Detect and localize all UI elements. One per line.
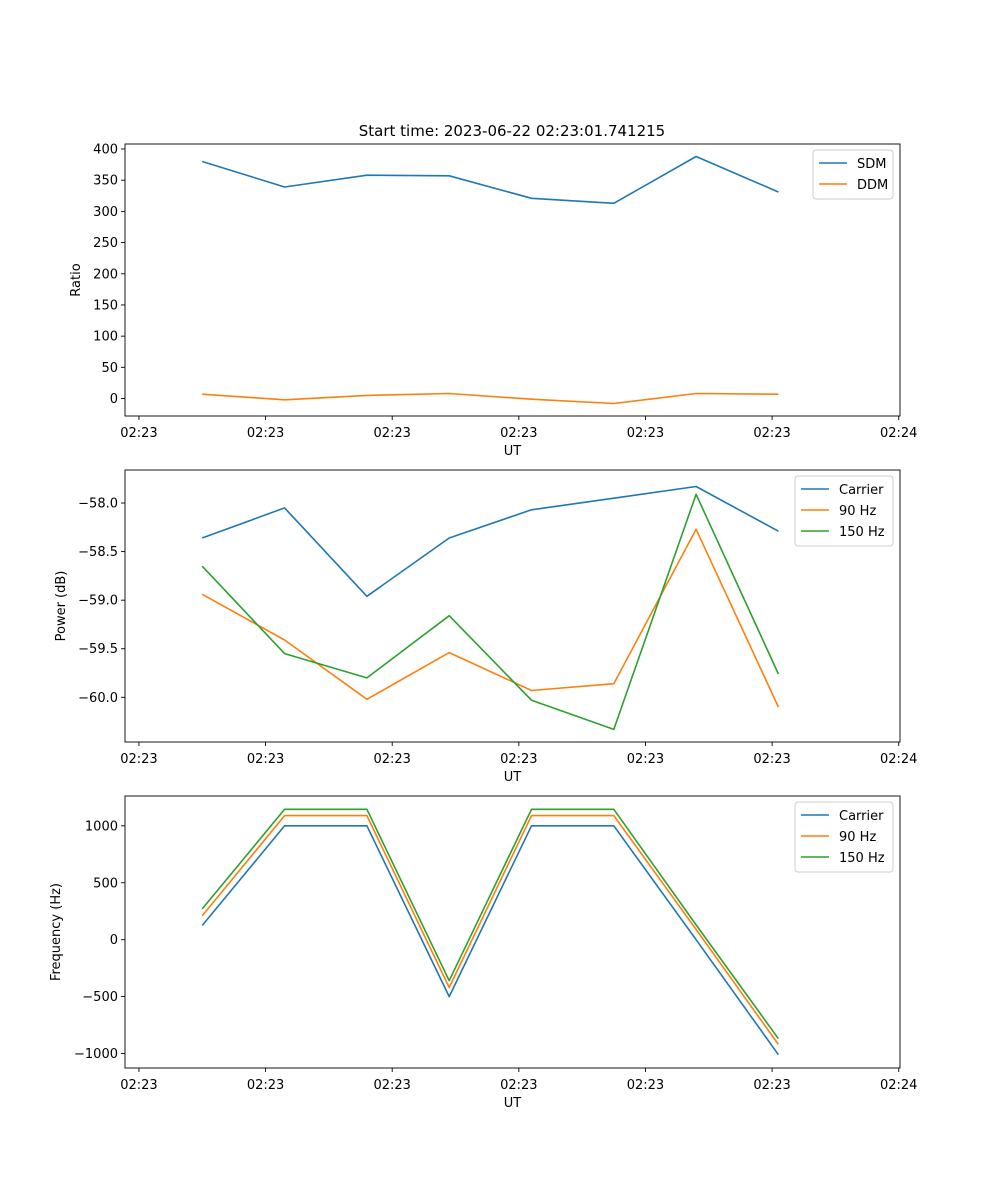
figure-title: Start time: 2023-06-22 02:23:01.741215 xyxy=(359,122,665,140)
x-tick-label: 02:23 xyxy=(627,1078,664,1093)
legend-box xyxy=(794,801,894,873)
subplots: 02:23 02:23 02:23 02:23 02:23 02:23 02:24 0 50 10… xyxy=(49,142,917,1111)
y-tick-label: −500 xyxy=(82,990,118,1005)
x-tick-label: 02:23 xyxy=(120,1078,157,1093)
x-tick-label: 02:23 xyxy=(500,752,537,767)
y-tick-label: 200 xyxy=(93,267,118,282)
y-tick-label: 50 xyxy=(101,361,118,376)
x-tick-label: 02:23 xyxy=(120,752,157,767)
x-tick-label: 02:23 xyxy=(120,426,157,441)
axes-frame xyxy=(124,469,901,743)
legend: Carrier 90 Hz 150 Hz xyxy=(794,475,894,547)
x-tick-label: 02:23 xyxy=(500,426,537,441)
y-axis-label: Frequency (Hz) xyxy=(49,883,64,981)
legend-label: 90 Hz xyxy=(839,830,876,845)
axes-frame xyxy=(124,143,901,417)
subplot-1: 02:23 02:23 02:23 02:23 02:23 02:23 02:24 0 50 10… xyxy=(69,142,917,459)
subplot-2: 02:23 02:23 02:23 02:23 02:23 02:23 02:24 −60.0… xyxy=(54,469,917,785)
x-tick-label: 02:23 xyxy=(753,1078,790,1093)
y-tick-label: 350 xyxy=(93,174,118,189)
y-axis-label: Power (dB) xyxy=(54,571,69,642)
legend-label: Carrier xyxy=(839,483,884,498)
legend-label: 150 Hz xyxy=(839,851,885,866)
legend-label: 150 Hz xyxy=(839,525,885,540)
x-tick-label: 02:23 xyxy=(753,752,790,767)
series-line-2 xyxy=(202,392,779,405)
x-axis-label: UT xyxy=(504,770,522,785)
series-line-1 xyxy=(201,155,779,205)
y-tick-label: −59.5 xyxy=(78,642,118,657)
y-tick-label: −58.0 xyxy=(78,497,118,512)
x-tick-label: 02:23 xyxy=(373,1078,410,1093)
x-axis-label: UT xyxy=(504,1096,522,1111)
y-tick-label: 250 xyxy=(93,236,118,251)
y-tick-label: 300 xyxy=(93,205,118,220)
y-tick-label: 1000 xyxy=(85,819,118,834)
y-tick-label: −1000 xyxy=(74,1047,118,1062)
x-tick-label: 02:23 xyxy=(627,426,664,441)
legend: Carrier 90 Hz 150 Hz xyxy=(794,801,894,873)
series-line-3 xyxy=(201,808,780,1040)
subplot-3: 02:23 02:23 02:23 02:23 02:23 02:23 02:24 −1000… xyxy=(49,795,917,1111)
legend-label: DDM xyxy=(857,178,888,193)
legend-label: Carrier xyxy=(839,809,884,824)
x-tick-label: 02:23 xyxy=(373,752,410,767)
x-tick-label: 02:24 xyxy=(880,1078,917,1093)
y-tick-label: 0 xyxy=(110,933,118,948)
series-line-2 xyxy=(201,528,780,708)
legend-label: SDM xyxy=(857,157,886,172)
y-tick-label: 500 xyxy=(93,876,118,891)
series-line-1 xyxy=(201,485,779,598)
y-axis-label: Ratio xyxy=(69,263,84,296)
x-tick-label: 02:23 xyxy=(753,426,790,441)
x-tick-label: 02:23 xyxy=(247,426,284,441)
series-line-1 xyxy=(201,824,780,1056)
x-tick-label: 02:24 xyxy=(880,752,917,767)
y-tick-label: −58.5 xyxy=(78,545,118,560)
x-tick-label: 02:23 xyxy=(627,752,664,767)
x-tick-label: 02:23 xyxy=(373,426,410,441)
y-tick-label: 400 xyxy=(93,142,118,157)
y-tick-label: −60.0 xyxy=(78,691,118,706)
x-tick-label: 02:24 xyxy=(880,426,917,441)
series-line-3 xyxy=(201,493,780,731)
y-tick-label: 0 xyxy=(110,392,118,407)
y-tick-label: −59.0 xyxy=(78,594,118,609)
x-tick-label: 02:23 xyxy=(247,1078,284,1093)
x-tick-label: 02:23 xyxy=(500,1078,537,1093)
x-axis-label: UT xyxy=(504,444,522,459)
y-tick-label: 150 xyxy=(93,298,118,313)
series-line-2 xyxy=(201,814,780,1045)
y-tick-label: 100 xyxy=(93,330,118,345)
axes-frame xyxy=(124,795,901,1069)
legend-label: 90 Hz xyxy=(839,504,876,519)
legend-box xyxy=(794,475,894,547)
x-tick-label: 02:23 xyxy=(247,752,284,767)
legend: SDM DDM xyxy=(812,149,894,200)
